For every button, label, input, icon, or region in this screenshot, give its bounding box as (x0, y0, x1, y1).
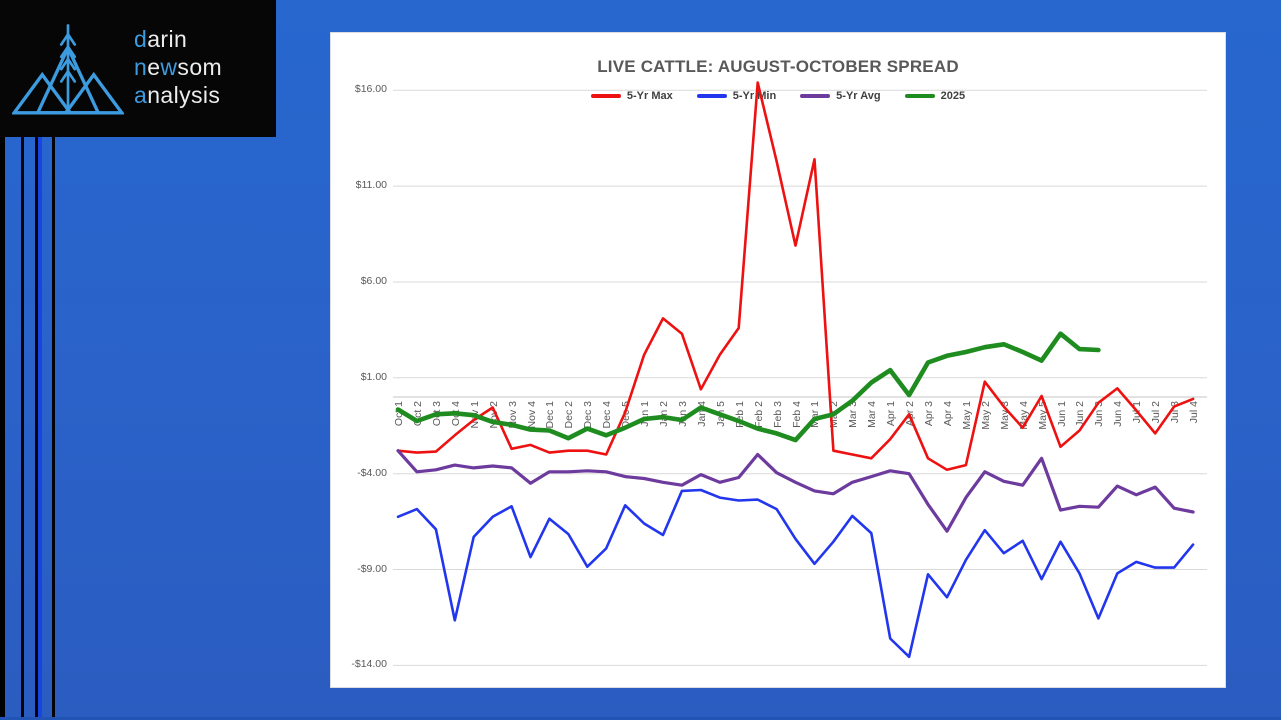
decor-vertical-line (35, 0, 38, 718)
legend-item-5-yr-min: 5-Yr Min (696, 90, 777, 102)
legend-label: 5-Yr Min (732, 90, 777, 102)
left-edge-strip (0, 0, 5, 720)
x-tick-label: Nov 1 (468, 401, 481, 429)
x-tick-label: Jun 3 (1093, 401, 1106, 427)
y-tick-label: -$14.00 (351, 658, 387, 671)
decor-vertical-line (52, 0, 55, 718)
x-tick-label: Oct 3 (430, 401, 443, 427)
logo-text-line: newsom (134, 54, 223, 80)
legend-label: 5-Yr Max (626, 90, 673, 102)
x-tick-label: Mar 4 (866, 401, 879, 428)
decor-vertical-line-blue (38, 0, 42, 718)
series-line-5-yr-avg (396, 449, 1195, 533)
logo-wordmark: darin newsom analysis (134, 25, 222, 109)
y-tick-label: -$9.00 (357, 562, 387, 575)
x-tick-label: Apr 3 (923, 401, 936, 427)
legend-label: 2025 (940, 90, 966, 102)
x-tick-label: Mar 1 (809, 401, 822, 428)
y-tick-label: $11.00 (355, 179, 387, 192)
x-tick-label: Jan 2 (658, 401, 671, 427)
chart-legend: 5-Yr Max 5-Yr Min 5-Yr Avg 2025 (331, 90, 1225, 102)
x-tick-label: Nov 2 (487, 401, 500, 429)
legend-swatch-icon (800, 94, 831, 98)
x-tick-label: Feb 1 (733, 401, 746, 428)
x-tick-label: May 1 (960, 401, 973, 430)
x-tick-label: Jul 4 (1188, 401, 1201, 424)
x-tick-label: Jul 2 (1150, 401, 1163, 424)
y-tick-label: $16.00 (354, 83, 387, 96)
x-tick-label: Feb 3 (771, 401, 784, 428)
x-tick-label: Oct 1 (393, 401, 405, 427)
x-tick-label: Mar 3 (847, 401, 860, 428)
x-tick-label: Dec 3 (582, 401, 595, 429)
series-line-2025 (395, 331, 1101, 443)
x-tick-label: Jun 1 (1055, 401, 1068, 427)
y-tick-label: -$4.00 (357, 466, 387, 479)
x-tick-label: Oct 2 (411, 401, 424, 427)
legend-item-5-yr-avg: 5-Yr Avg (800, 90, 881, 102)
x-tick-label: Oct 4 (449, 401, 462, 427)
legend-swatch-icon (590, 94, 621, 98)
y-tick-label: $6.00 (360, 274, 387, 287)
legend-item-5-yr-max: 5-Yr Max (590, 90, 673, 102)
x-tick-label: Nov 3 (506, 401, 519, 429)
mountain-wheat-logo-icon (12, 24, 124, 115)
x-tick-label: Apr 4 (941, 401, 954, 427)
decor-vertical-line (21, 0, 24, 718)
x-tick-label: Dec 5 (620, 401, 633, 429)
series-line-5-yr-min (396, 488, 1195, 659)
legend-item-2025: 2025 (904, 90, 966, 102)
plot-area (393, 81, 1207, 666)
x-tick-label: Jan 3 (676, 401, 689, 427)
x-tick-label: Jul 3 (1169, 401, 1182, 424)
legend-label: 5-Yr Avg (836, 90, 881, 102)
x-tick-label: May 4 (1017, 401, 1030, 430)
x-tick-label: Nov 4 (525, 401, 538, 429)
x-tick-label: May 3 (998, 401, 1011, 430)
x-tick-label: May 2 (979, 401, 992, 430)
logo-text-line: darin (134, 26, 188, 52)
x-tick-label: Dec 2 (563, 401, 576, 429)
x-tick-label: Jan 1 (639, 401, 652, 427)
chart-card: LIVE CATTLE: AUGUST-OCTOBER SPREAD 5-Yr … (330, 32, 1226, 688)
x-tick-label: Jan 4 (695, 401, 708, 427)
x-tick-label: Jan 5 (714, 401, 727, 427)
x-tick-label: Feb 4 (790, 401, 803, 428)
x-tick-label: Feb 2 (752, 401, 765, 428)
logo-text-line: analysis (134, 82, 221, 108)
y-tick-label: $1.00 (360, 370, 387, 383)
logo-block: darin newsom analysis (0, 0, 276, 137)
x-tick-label: Jul 1 (1131, 401, 1144, 424)
x-tick-label: Apr 1 (885, 401, 898, 427)
x-tick-label: May 5 (1036, 401, 1049, 430)
x-tick-label: Jun 4 (1112, 401, 1125, 427)
legend-swatch-icon (696, 94, 727, 98)
x-tick-label: Apr 2 (904, 401, 917, 427)
x-tick-label: Dec 4 (601, 401, 614, 429)
bottom-edge-strip (0, 717, 1281, 720)
x-tick-label: Jun 2 (1074, 401, 1087, 427)
legend-swatch-icon (904, 94, 935, 98)
x-tick-label: Mar 2 (828, 401, 841, 428)
x-tick-label: Dec 1 (544, 401, 557, 429)
chart-title: LIVE CATTLE: AUGUST-OCTOBER SPREAD (597, 57, 959, 76)
